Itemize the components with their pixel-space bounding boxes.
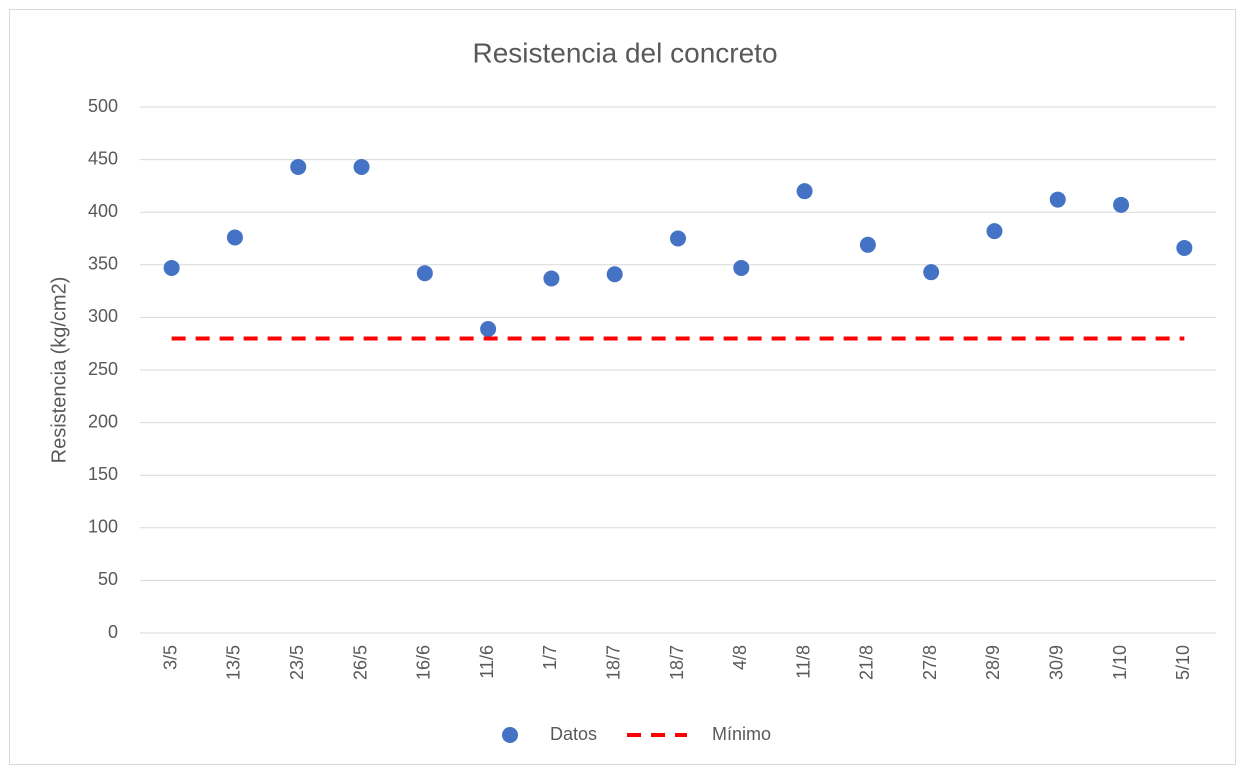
y-tick-label: 450 — [88, 148, 118, 168]
x-tick-label: 1/7 — [540, 645, 560, 670]
data-point — [480, 320, 497, 337]
y-tick-label: 0 — [108, 622, 118, 642]
y-tick-label: 400 — [88, 201, 118, 221]
x-tick-label: 13/5 — [224, 645, 244, 680]
data-point — [986, 223, 1003, 240]
x-tick-label: 5/10 — [1173, 645, 1193, 680]
y-tick-label: 50 — [98, 569, 118, 589]
chart-title: Resistencia del concreto — [472, 37, 777, 68]
x-tick-label: 28/9 — [983, 645, 1003, 680]
data-point — [923, 264, 940, 281]
x-tick-label: 3/5 — [160, 645, 180, 670]
chart-border — [9, 9, 1236, 765]
data-point — [163, 259, 180, 276]
y-tick-label: 350 — [88, 254, 118, 274]
legend-label: Mínimo — [712, 724, 771, 744]
data-point — [416, 265, 433, 282]
data-point — [1049, 191, 1066, 208]
legend-label: Datos — [550, 724, 597, 744]
x-tick-label: 27/8 — [920, 645, 940, 680]
y-tick-label: 150 — [88, 464, 118, 484]
data-point — [670, 230, 686, 247]
data-point — [226, 229, 243, 246]
x-tick-label: 18/7 — [603, 645, 623, 680]
legend-marker — [502, 727, 518, 743]
data-point — [859, 236, 876, 253]
x-tick-label: 23/5 — [287, 645, 307, 680]
x-tick-label: 11/6 — [477, 645, 497, 679]
data-point — [733, 259, 750, 276]
x-tick-label: 4/8 — [730, 645, 750, 670]
y-tick-label: 100 — [88, 517, 118, 537]
y-tick-label: 200 — [88, 411, 118, 431]
data-point — [543, 270, 560, 287]
data-point — [796, 183, 813, 200]
data-point — [1113, 196, 1130, 213]
x-tick-label: 11/8 — [793, 645, 813, 679]
data-point — [353, 158, 370, 175]
x-tick-label: 16/6 — [414, 645, 434, 680]
data-point — [290, 158, 307, 175]
x-tick-label: 26/5 — [350, 645, 370, 680]
y-tick-label: 500 — [88, 96, 118, 116]
y-tick-label: 250 — [88, 359, 118, 379]
x-tick-label: 1/10 — [1110, 645, 1130, 680]
data-point — [606, 266, 623, 283]
y-tick-label: 300 — [88, 306, 118, 326]
data-point — [1176, 239, 1193, 256]
x-tick-label: 18/7 — [667, 645, 687, 680]
y-axis-label: Resistencia (kg/cm2) — [48, 277, 70, 464]
x-tick-label: 21/8 — [857, 645, 877, 680]
x-tick-label: 30/9 — [1047, 645, 1067, 680]
